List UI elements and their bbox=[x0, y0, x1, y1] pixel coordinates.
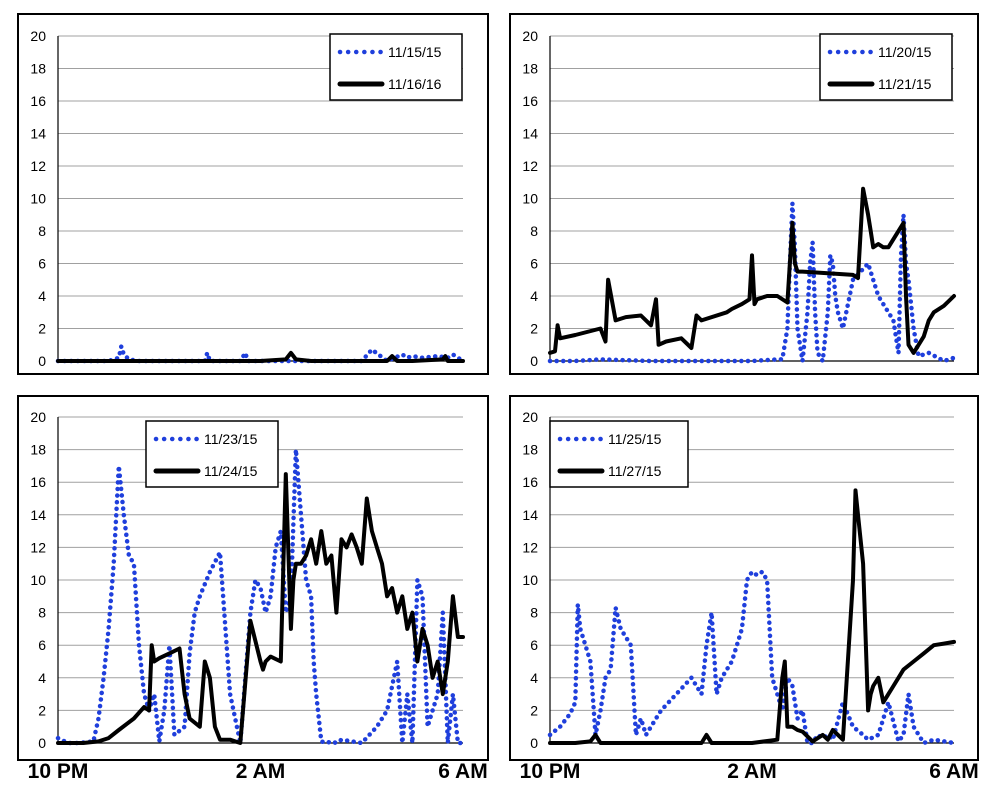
series-line-dotted bbox=[55, 447, 466, 746]
y-tick-label: 14 bbox=[30, 507, 46, 523]
y-tick-label: 12 bbox=[30, 158, 46, 174]
legend-label: 11/15/15 bbox=[388, 44, 442, 60]
y-tick-label: 2 bbox=[38, 702, 46, 718]
y-tick-label: 0 bbox=[38, 735, 46, 751]
y-tick-label: 6 bbox=[530, 256, 538, 272]
y-tick-label: 16 bbox=[30, 93, 46, 109]
y-tick-label: 20 bbox=[30, 409, 46, 425]
y-tick-label: 10 bbox=[30, 572, 46, 588]
y-tick-label: 6 bbox=[38, 256, 46, 272]
legend: 11/15/15 11/16/16 bbox=[329, 33, 463, 101]
y-tick-label: 12 bbox=[522, 539, 538, 555]
y-tick-label: 12 bbox=[522, 158, 538, 174]
y-tick-label: 2 bbox=[530, 702, 538, 718]
legend-box bbox=[329, 33, 463, 101]
series-line-dotted bbox=[547, 569, 957, 746]
y-tick-label: 20 bbox=[522, 28, 538, 44]
y-tick-label: 20 bbox=[30, 28, 46, 44]
legend: 11/25/15 11/27/15 bbox=[549, 420, 689, 488]
legend-label: 11/25/15 bbox=[608, 431, 662, 447]
legend-label: 11/21/15 bbox=[878, 76, 932, 92]
y-tick-label: 10 bbox=[30, 191, 46, 207]
y-tick-label: 0 bbox=[530, 353, 538, 369]
y-tick-label: 2 bbox=[38, 321, 46, 337]
series-line-solid bbox=[56, 472, 465, 745]
y-tick-label: 2 bbox=[530, 321, 538, 337]
y-tick-label: 0 bbox=[530, 735, 538, 751]
y-tick-label: 14 bbox=[30, 126, 46, 142]
legend-label: 11/27/15 bbox=[608, 463, 662, 479]
series-line-solid bbox=[548, 186, 956, 355]
y-tick-label: 4 bbox=[530, 288, 538, 304]
x-tick-label: 10 PM bbox=[28, 760, 89, 783]
legend-label: 11/23/15 bbox=[204, 431, 258, 447]
x-tick-label: 10 PM bbox=[520, 760, 581, 783]
y-tick-label: 6 bbox=[38, 637, 46, 653]
legend-box bbox=[819, 33, 953, 101]
y-tick-label: 14 bbox=[522, 507, 538, 523]
y-tick-label: 0 bbox=[38, 353, 46, 369]
y-tick-label: 16 bbox=[30, 474, 46, 490]
y-tick-label: 18 bbox=[522, 61, 538, 77]
legend-label: 11/16/16 bbox=[388, 76, 442, 92]
series-line-solid bbox=[56, 350, 465, 363]
legend: 11/23/15 11/24/15 bbox=[145, 420, 279, 488]
y-tick-label: 8 bbox=[38, 605, 46, 621]
y-tick-label: 18 bbox=[30, 61, 46, 77]
legend: 11/20/15 11/21/15 bbox=[819, 33, 953, 101]
y-tick-label: 18 bbox=[30, 442, 46, 458]
y-tick-label: 8 bbox=[38, 223, 46, 239]
y-tick-label: 14 bbox=[522, 126, 538, 142]
x-tick-label: 2 AM bbox=[236, 760, 285, 783]
legend-label: 11/20/15 bbox=[878, 44, 932, 60]
legend-box bbox=[549, 420, 689, 488]
y-tick-label: 20 bbox=[522, 409, 538, 425]
y-tick-label: 4 bbox=[38, 670, 46, 686]
y-tick-label: 6 bbox=[530, 637, 538, 653]
series-line-solid bbox=[548, 488, 956, 745]
legend-box bbox=[145, 420, 279, 488]
y-tick-label: 4 bbox=[38, 288, 46, 304]
chart-panel-1: 0 2 4 6 8 10 12 14 16 18 20 11/15/15 11/16/16 bbox=[17, 13, 489, 375]
y-tick-label: 10 bbox=[522, 191, 538, 207]
x-tick-label: 2 AM bbox=[727, 760, 776, 783]
y-tick-label: 16 bbox=[522, 474, 538, 490]
y-tick-label: 10 bbox=[522, 572, 538, 588]
y-tick-label: 8 bbox=[530, 223, 538, 239]
y-tick-label: 16 bbox=[522, 93, 538, 109]
x-tick-label: 6 AM bbox=[438, 760, 487, 783]
y-tick-label: 8 bbox=[530, 605, 538, 621]
y-tick-label: 18 bbox=[522, 442, 538, 458]
legend-label: 11/24/15 bbox=[204, 463, 258, 479]
y-tick-label: 4 bbox=[530, 670, 538, 686]
x-tick-label: 6 AM bbox=[929, 760, 978, 783]
y-tick-label: 12 bbox=[30, 539, 46, 555]
chart-panel-2: 0 2 4 6 8 10 12 14 16 18 20 11/20/15 11/21/15 bbox=[509, 13, 979, 375]
